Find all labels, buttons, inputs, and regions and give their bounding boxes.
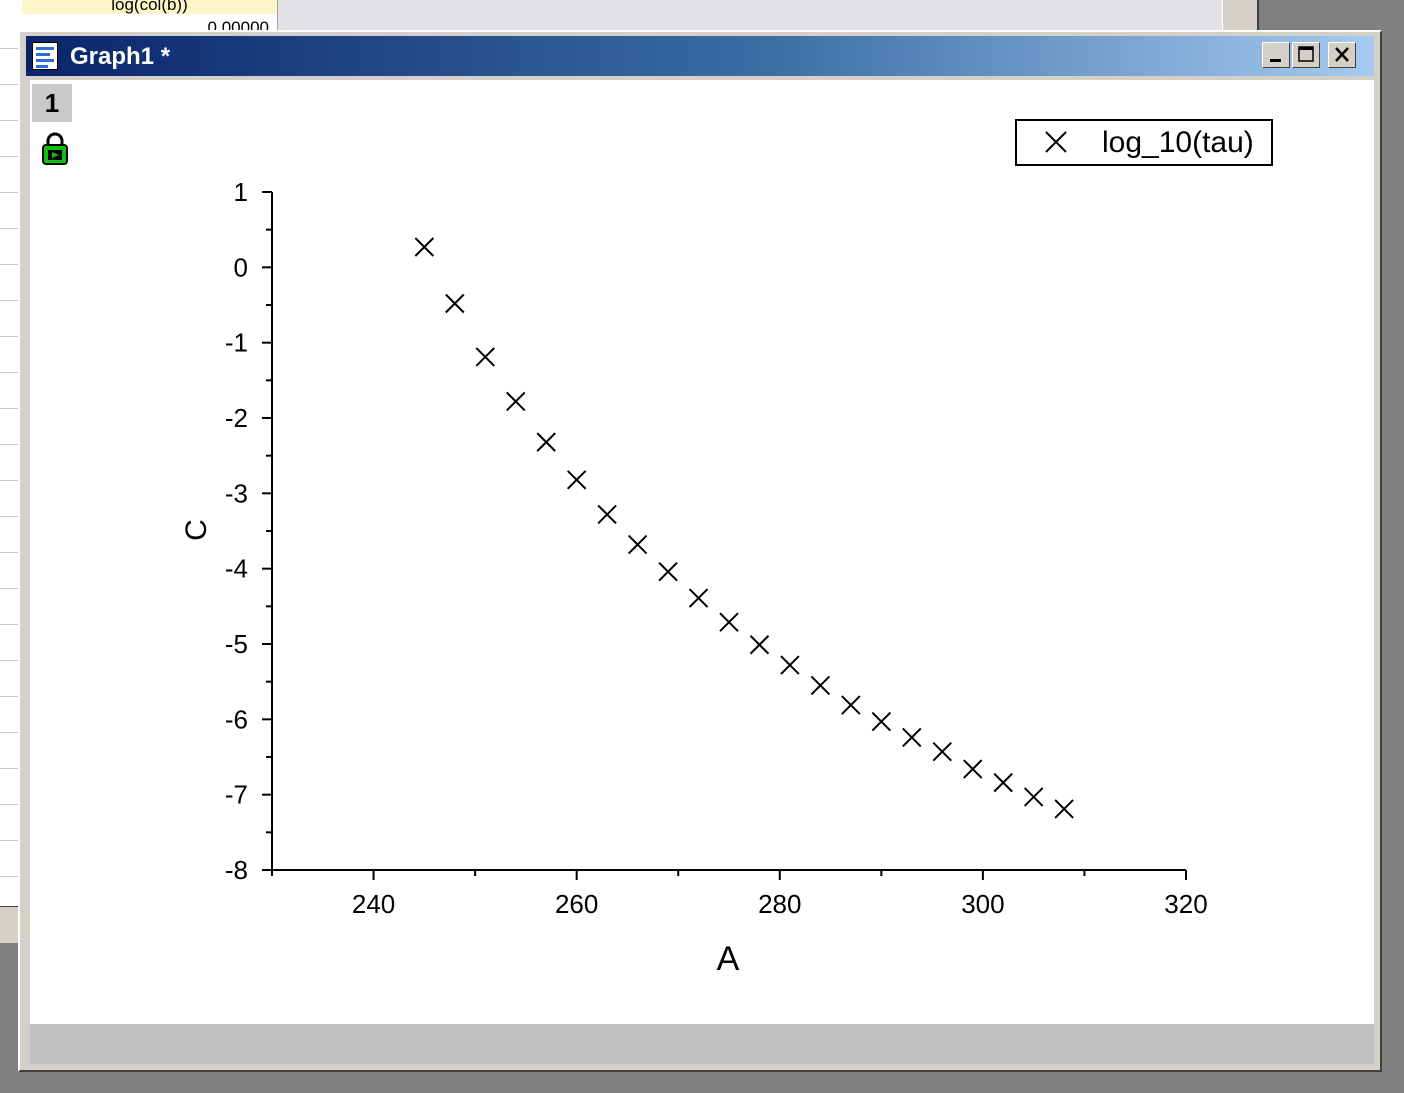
close-icon — [1335, 47, 1349, 62]
data-point — [902, 727, 922, 748]
graph-window: Graph1 * 1 1 0 -1 -2 -3 -4 -5 -6 -7 -8 24 — [18, 30, 1382, 1072]
data-point — [993, 772, 1013, 793]
maximize-icon — [1298, 46, 1314, 62]
y-tick-label: -6 — [225, 704, 248, 734]
y-tick-label: -1 — [225, 328, 248, 358]
x-tick-label: 280 — [758, 889, 801, 919]
y-tick-label: -7 — [225, 780, 248, 810]
data-point — [597, 504, 617, 525]
close-button[interactable] — [1328, 42, 1356, 68]
data-point — [719, 612, 739, 632]
graph-page[interactable]: 1 1 0 -1 -2 -3 -4 -5 -6 -7 -8 240 260 280 300 320 A C … — [30, 80, 1374, 1024]
data-point — [841, 695, 861, 715]
data-point — [566, 470, 587, 490]
y-tick-label: 0 — [234, 252, 248, 282]
x-tick-label: 300 — [961, 889, 1004, 919]
window-status-bar — [30, 1024, 1374, 1064]
data-point — [1054, 799, 1074, 819]
data-point — [810, 675, 831, 696]
data-point — [475, 347, 495, 367]
worksheet-empty-area — [278, 0, 1222, 34]
data-point — [932, 742, 952, 762]
y-tick-label: -8 — [225, 855, 248, 885]
x-tick-label: 240 — [352, 889, 395, 919]
y-tick-label: -5 — [225, 629, 248, 659]
background-worksheet-top: log(col(b)) 0.00000 — [22, 0, 1259, 34]
x-tick-label: 320 — [1164, 889, 1207, 919]
data-point — [963, 759, 983, 779]
data-points — [414, 237, 1074, 819]
scatter-plot[interactable]: 1 0 -1 -2 -3 -4 -5 -6 -7 -8 240 260 280 300 320 A C lo… — [30, 80, 1374, 1024]
data-point — [749, 635, 770, 655]
x-tick-label: 260 — [555, 889, 598, 919]
legend[interactable]: log_10(tau) — [1015, 119, 1273, 166]
window-title: Graph1 * — [70, 43, 171, 70]
y-tick-label: -3 — [225, 478, 248, 508]
legend-box — [1015, 119, 1273, 166]
legend-marker — [1045, 131, 1067, 153]
legend-label: log_10(tau) — [1102, 126, 1254, 159]
worksheet-column-header[interactable]: log(col(b)) — [22, 0, 278, 15]
maximize-button[interactable] — [1292, 42, 1320, 68]
y-tick-label: -2 — [225, 403, 248, 433]
y-tick-label: -4 — [225, 554, 248, 584]
x-axis-label: A — [717, 940, 740, 978]
data-point — [506, 391, 526, 412]
legend-marker-symbol — [1045, 131, 1067, 153]
plot-axes: 1 0 -1 -2 -3 -4 -5 -6 -7 -8 240 260 280 300 320 — [225, 177, 1208, 919]
data-point — [658, 561, 678, 582]
worksheet-scrollbar[interactable] — [1222, 0, 1259, 34]
background-worksheet-footer — [0, 906, 22, 943]
minimize-icon — [1270, 59, 1281, 62]
layer-tab-1[interactable]: 1 — [32, 84, 72, 122]
lock-icon[interactable] — [40, 132, 70, 166]
data-point — [445, 293, 465, 314]
data-point — [1023, 787, 1044, 807]
minimize-button[interactable] — [1262, 42, 1290, 68]
y-tick-label: 1 — [234, 177, 248, 207]
data-point — [536, 432, 556, 452]
y-axis-label: C — [180, 519, 213, 541]
window-titlebar[interactable]: Graph1 * — [26, 36, 1374, 76]
data-point — [871, 711, 892, 732]
data-point — [780, 655, 800, 675]
graph-window-icon[interactable] — [32, 42, 58, 70]
data-point — [414, 237, 435, 257]
data-point — [627, 534, 648, 555]
data-point — [688, 588, 709, 608]
